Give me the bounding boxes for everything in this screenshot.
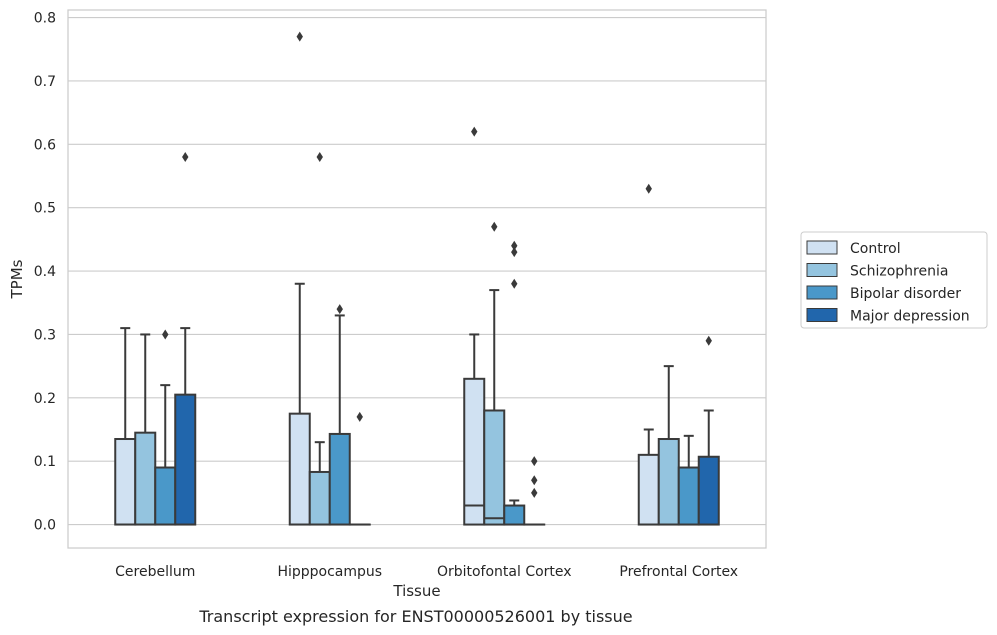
box-body <box>308 470 331 526</box>
x-tick-label: Orbitofontal Cortex <box>437 564 572 580</box>
legend-frame <box>800 231 988 329</box>
y-tick-label: 0.1 <box>34 454 56 470</box>
legend-swatch <box>806 240 838 255</box>
y-tick-label: 0.0 <box>34 518 56 534</box>
outlier-point <box>316 152 323 163</box>
box-0-3 <box>637 183 660 526</box>
outlier-point <box>511 247 518 258</box>
box-body <box>328 432 351 526</box>
box-3-0 <box>174 152 197 526</box>
box-2-3 <box>677 434 700 526</box>
legend-label: Major depression <box>850 309 970 325</box>
box-1-0 <box>134 333 157 526</box>
y-tick-label: 0.5 <box>34 201 56 217</box>
outlier-point <box>471 126 478 137</box>
chart-caption: Transcript expression for ENST0000052600… <box>198 607 632 626</box>
outlier-point <box>296 31 303 42</box>
y-axis-label: TPMs <box>8 259 26 299</box>
outlier-point <box>531 475 538 486</box>
box-3-1 <box>348 411 371 526</box>
outlier-point <box>531 487 538 498</box>
y-tick-label: 0.2 <box>34 391 56 407</box>
y-tick-label: 0.4 <box>34 264 56 280</box>
box-body <box>288 412 311 526</box>
x-tick-label: Cerebellum <box>115 564 195 580</box>
outlier-point <box>356 411 363 422</box>
legend-swatch <box>806 308 838 322</box>
box-body <box>503 504 526 526</box>
y-tick-label: 0.7 <box>34 74 56 90</box>
box-body <box>174 393 197 526</box>
outlier-point <box>531 456 538 467</box>
y-tick-label: 0.8 <box>34 11 56 27</box>
outlier-point <box>511 240 518 251</box>
box-1-3 <box>657 365 680 526</box>
box-body <box>134 431 157 526</box>
box-body <box>657 438 680 526</box>
x-tick-label: Prefrontal Cortex <box>619 564 738 580</box>
legend-swatch <box>806 263 838 277</box>
box-body <box>114 438 137 526</box>
box-body <box>483 409 506 526</box>
outlier-point <box>491 221 498 232</box>
box-0-0 <box>114 327 137 526</box>
outlier-point <box>182 152 189 163</box>
legend-label: Schizophrenia <box>850 264 948 280</box>
box-2-2 <box>503 240 526 526</box>
x-axis-label: Tissue <box>392 582 440 600</box>
box-body <box>697 455 720 526</box>
legend-label: Control <box>850 241 901 257</box>
outlier-point <box>336 304 343 315</box>
box-body <box>637 453 660 526</box>
box-body <box>154 466 177 526</box>
outlier-point <box>645 183 652 194</box>
x-axis-ticks: Cerebellum Hipppocampus Orbitofontal Corte… <box>115 564 738 580</box>
plot-frame <box>67 9 767 549</box>
outlier-point <box>162 329 169 340</box>
box-body <box>463 377 486 526</box>
y-axis-ticks: 0.0 0.1 0.2 0.3 0.4 0.5 0.6 0.7 0.8 <box>34 11 56 534</box>
y-tick-label: 0.6 <box>34 137 56 153</box>
box-groups <box>114 31 720 526</box>
y-tick-label: 0.3 <box>34 327 56 343</box>
box-2-0 <box>154 329 177 526</box>
box-3-2 <box>523 456 546 526</box>
outlier-point <box>511 278 518 289</box>
outlier-point <box>705 335 712 346</box>
box-0-2 <box>463 126 486 526</box>
box-2-1 <box>328 304 351 526</box>
legend-label: Bipolar disorder <box>850 286 961 302</box>
x-tick-label: Hipppocampus <box>277 564 382 580</box>
box-0-1 <box>288 31 311 526</box>
box-body <box>677 466 700 526</box>
box-3-3 <box>697 335 720 526</box>
legend-swatch <box>806 285 838 300</box>
box-1-2 <box>483 221 506 526</box>
legend: Control Schizophrenia Bipolar disorder Majo… <box>800 231 988 329</box>
box-1-1 <box>308 152 331 526</box>
